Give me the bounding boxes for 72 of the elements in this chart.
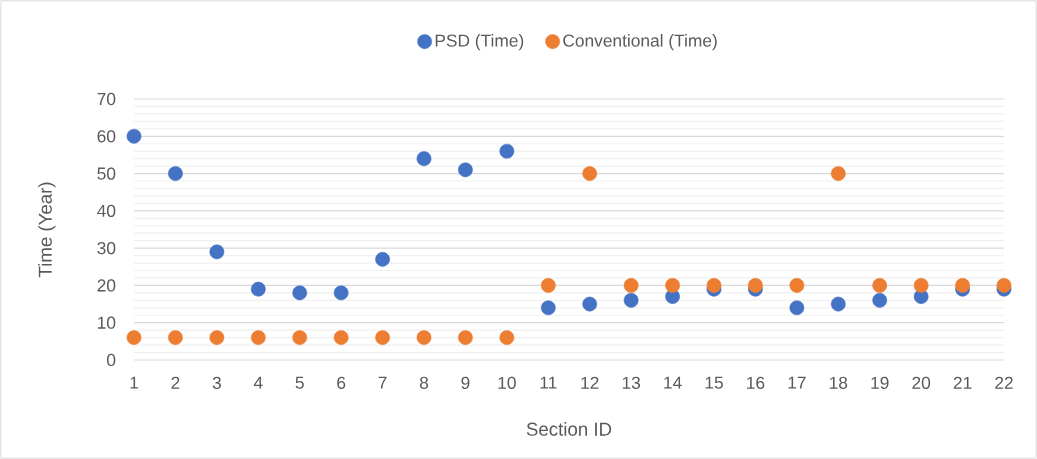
y-tick-label: 40 (97, 204, 116, 217)
x-tick-label: 21 (953, 376, 972, 389)
point (623, 293, 639, 308)
point (126, 128, 142, 144)
point (416, 151, 432, 166)
x-tick-label: 22 (995, 376, 1013, 389)
point (292, 330, 308, 345)
point (748, 278, 763, 293)
x-tick-label: 6 (337, 376, 346, 389)
point (333, 285, 349, 301)
point (250, 330, 266, 345)
point (540, 300, 556, 316)
point (996, 278, 1012, 293)
x-tick-label: 20 (912, 376, 931, 389)
point (872, 278, 888, 293)
x-tick-label: 10 (498, 376, 516, 389)
x-tick-label: 16 (747, 376, 765, 389)
x-tick-label: 19 (871, 376, 889, 389)
point (416, 330, 432, 345)
point (292, 285, 308, 301)
point (458, 330, 473, 345)
x-tick-label: 18 (829, 376, 848, 389)
point (250, 281, 266, 297)
y-tick-label: 10 (98, 316, 116, 329)
x-tick-label: 14 (664, 376, 682, 389)
y-tick-label: 70 (97, 92, 116, 106)
point (789, 300, 805, 316)
point (955, 278, 970, 293)
point (458, 162, 473, 178)
legend-label: PSD (Time) (435, 33, 524, 51)
x-tick-label: 1 (130, 376, 138, 389)
x-tick-label: 12 (581, 376, 599, 389)
point (665, 278, 680, 293)
y-tick-label: 30 (97, 241, 116, 255)
point (499, 143, 515, 159)
y-tick-label: 20 (97, 279, 116, 292)
x-tick-label: 8 (419, 376, 429, 389)
point (209, 330, 225, 345)
point (126, 330, 142, 345)
legend-label: Conventional (Time) (563, 33, 717, 51)
point (582, 166, 598, 181)
point (168, 166, 183, 181)
x-tick-label: 9 (461, 376, 470, 389)
point (209, 244, 225, 260)
point (913, 278, 929, 293)
x-tick-label: 11 (540, 376, 557, 389)
x-tick-label: 5 (295, 376, 304, 389)
x-tick-label: 4 (253, 376, 263, 389)
point (789, 278, 805, 293)
x-tick-label: 7 (378, 376, 387, 389)
y-tick-label: 60 (97, 130, 116, 143)
x-tick-label: 3 (212, 376, 221, 389)
point (333, 330, 349, 345)
point (582, 296, 598, 312)
point (375, 330, 390, 345)
x-tick-label: 17 (788, 376, 806, 389)
point (872, 293, 888, 308)
x-tick-label: 13 (622, 376, 641, 389)
y-tick-label: 50 (97, 167, 116, 180)
point (540, 278, 556, 293)
point (375, 251, 390, 267)
x-axis-title: Section ID (526, 422, 612, 436)
y-axis-title: Time (Year) (38, 182, 56, 278)
point (499, 330, 515, 345)
x-tick-label: 2 (171, 376, 180, 389)
point (168, 330, 183, 345)
point (830, 296, 846, 312)
point (830, 166, 846, 181)
x-tick-label: 15 (705, 376, 723, 389)
y-tick-label: 0 (107, 353, 116, 367)
point (706, 278, 722, 293)
point (623, 278, 639, 293)
